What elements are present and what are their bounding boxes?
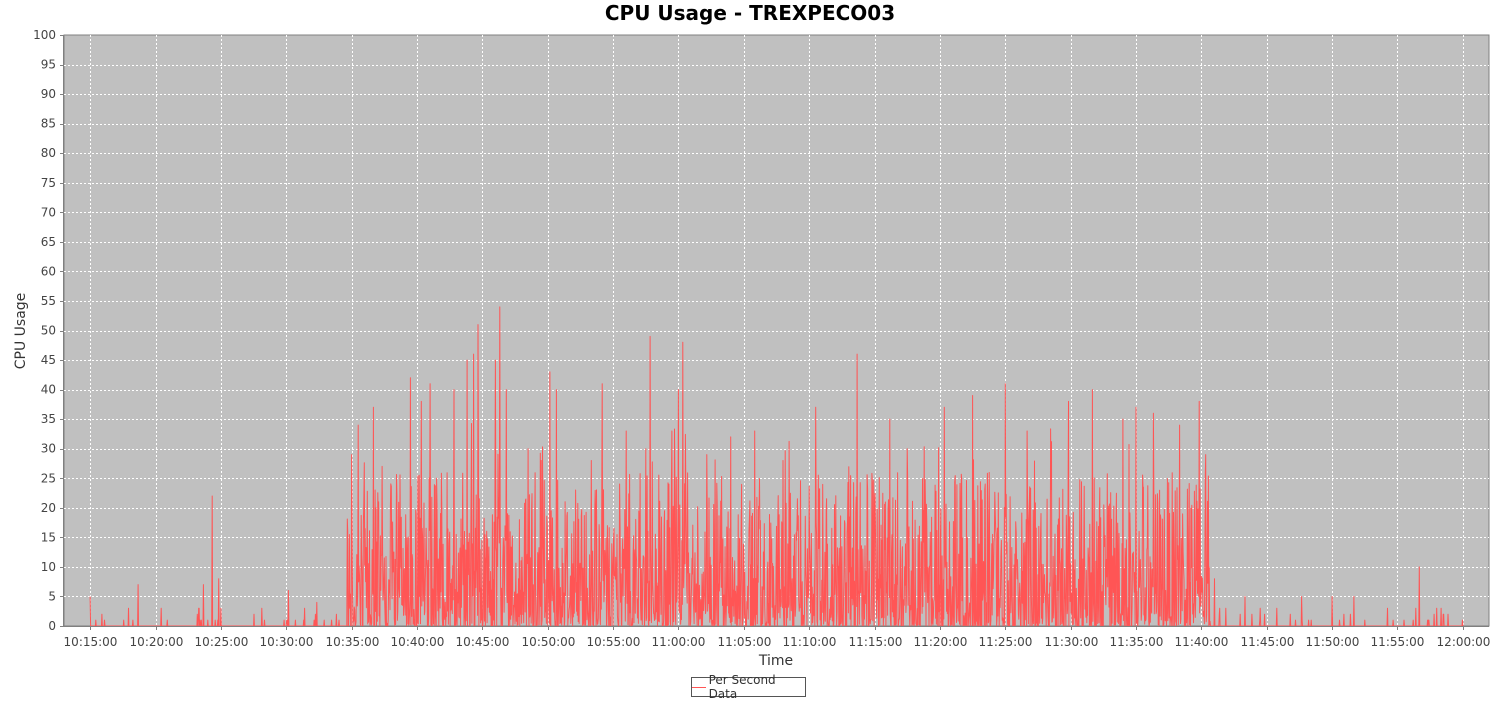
y-tick-label: 20 bbox=[41, 501, 56, 515]
x-tick-label: 11:05:00 bbox=[718, 635, 772, 649]
y-tick-label: 50 bbox=[41, 324, 56, 338]
series-layer bbox=[89, 306, 1464, 626]
y-tick-label: 90 bbox=[41, 87, 56, 101]
x-tick-label: 12:00:00 bbox=[1437, 635, 1491, 649]
x-tick-label: 10:15:00 bbox=[64, 635, 118, 649]
y-tick-label: 85 bbox=[41, 117, 56, 131]
legend-label-per-second-data: Per Second Data bbox=[708, 673, 776, 701]
y-axis-label: CPU Usage bbox=[13, 293, 29, 370]
y-tick-label: 60 bbox=[41, 264, 56, 278]
x-tick-label: 11:50:00 bbox=[1306, 635, 1360, 649]
x-tick-label: 11:25:00 bbox=[979, 635, 1033, 649]
x-tick-label: 10:45:00 bbox=[456, 635, 510, 649]
legend: Per Second Data bbox=[691, 673, 806, 701]
y-tick-label: 30 bbox=[41, 442, 56, 456]
x-tick-label: 11:10:00 bbox=[783, 635, 837, 649]
y-tick-label: 5 bbox=[48, 589, 56, 603]
x-axis-label: Time bbox=[758, 653, 793, 669]
x-tick-label: 10:55:00 bbox=[587, 635, 641, 649]
y-tick-label: 0 bbox=[48, 619, 56, 633]
y-tick-label: 80 bbox=[41, 146, 56, 160]
x-tick-label: 11:55:00 bbox=[1371, 635, 1425, 649]
x-tick-label: 10:30:00 bbox=[260, 635, 314, 649]
x-tick-label: 11:45:00 bbox=[1241, 635, 1295, 649]
y-tick-label: 55 bbox=[41, 294, 56, 308]
x-tick-label: 10:40:00 bbox=[391, 635, 445, 649]
y-tick-label: 100 bbox=[33, 28, 56, 42]
x-tick-label: 11:40:00 bbox=[1175, 635, 1229, 649]
x-tick-label: 10:25:00 bbox=[195, 635, 249, 649]
x-tick-label: 10:20:00 bbox=[130, 635, 184, 649]
y-tick-label: 35 bbox=[41, 412, 56, 426]
y-axis-ticks: 0 5 10 15 20 25 30 35 40 45 50 55 60 65 70 75 80 85 90 95 10… bbox=[33, 28, 64, 633]
y-tick-label: 10 bbox=[41, 560, 56, 574]
y-tick-label: 45 bbox=[41, 353, 56, 367]
y-tick-label: 15 bbox=[41, 530, 56, 544]
y-tick-label: 65 bbox=[41, 235, 56, 249]
chart-title: CPU Usage - TREXPECO03 bbox=[604, 1, 896, 25]
x-tick-label: 11:20:00 bbox=[914, 635, 968, 649]
series-line-per-second-data bbox=[89, 306, 1464, 626]
x-tick-label: 11:35:00 bbox=[1110, 635, 1164, 649]
y-tick-label: 70 bbox=[41, 205, 56, 219]
y-tick-label: 95 bbox=[41, 58, 56, 72]
x-tick-label: 10:35:00 bbox=[326, 635, 380, 649]
y-tick-label: 75 bbox=[41, 176, 56, 190]
x-tick-label: 10:50:00 bbox=[522, 635, 576, 649]
y-tick-label: 40 bbox=[41, 383, 56, 397]
x-tick-label: 11:30:00 bbox=[1045, 635, 1099, 649]
x-axis-ticks: 10:15:00 10:20:00 10:25:00 10:30:00 10:35:00… bbox=[64, 626, 1491, 649]
x-tick-label: 11:00:00 bbox=[652, 635, 706, 649]
x-tick-label: 11:15:00 bbox=[849, 635, 903, 649]
legend-swatch-per-second-data bbox=[692, 686, 706, 688]
y-tick-label: 25 bbox=[41, 471, 56, 485]
